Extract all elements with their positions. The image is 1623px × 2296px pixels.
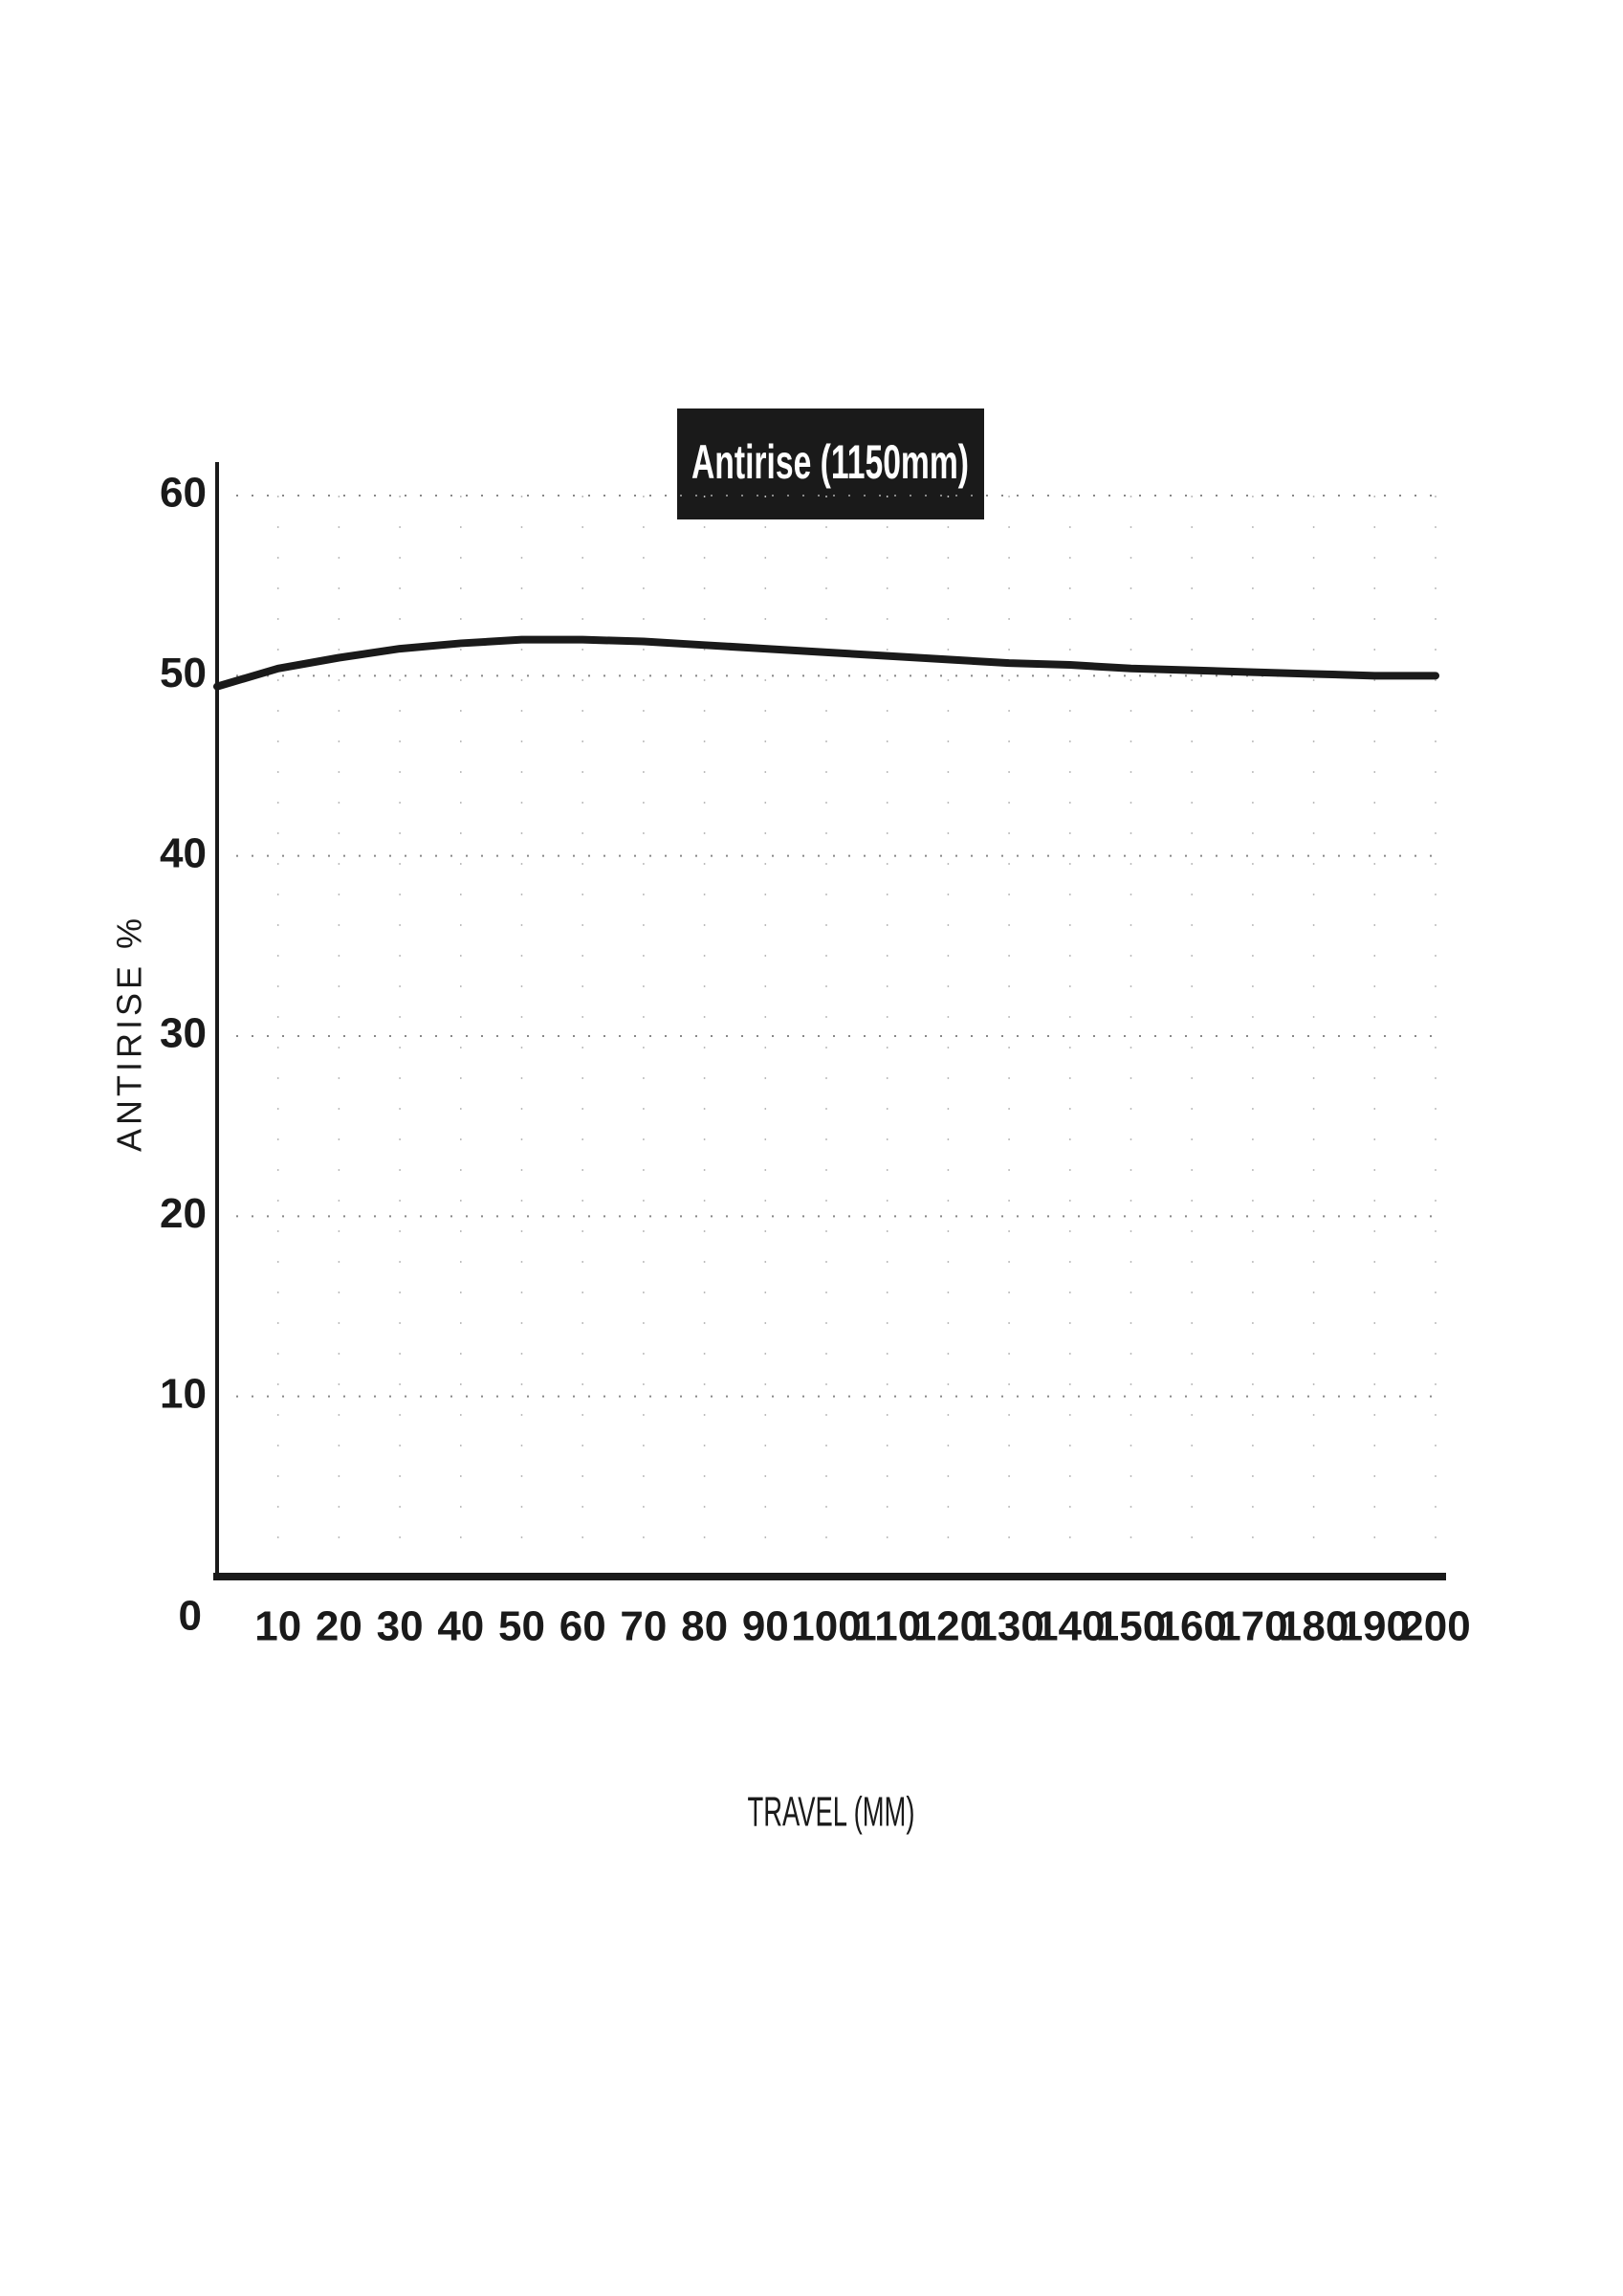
x-tick-label: 200	[1400, 1603, 1470, 1650]
x-tick-label: 40	[437, 1603, 484, 1650]
x-tick-label: 190	[1340, 1603, 1410, 1650]
y-tick-label: 0	[179, 1593, 202, 1640]
x-tick-label: 180	[1279, 1603, 1349, 1650]
x-tick-label: 80	[681, 1603, 728, 1650]
x-tick-label: 130	[974, 1603, 1043, 1650]
x-tick-label: 170	[1217, 1603, 1287, 1650]
x-tick-label: 10	[254, 1603, 301, 1650]
x-tick-label: 50	[498, 1603, 545, 1650]
x-tick-label: 70	[620, 1603, 667, 1650]
x-axis-label: TRAVEL (MM)	[748, 1789, 915, 1836]
y-tick-label: 40	[160, 829, 207, 876]
x-tick-label: 30	[377, 1603, 424, 1650]
y-tick-label: 10	[160, 1370, 207, 1417]
x-tick-label: 20	[316, 1603, 362, 1650]
x-tick-label: 120	[913, 1603, 983, 1650]
x-tick-label: 60	[559, 1603, 606, 1650]
x-tick-label: 110	[853, 1603, 921, 1650]
x-tick-label: 150	[1096, 1603, 1166, 1650]
x-tick-label: 90	[742, 1603, 789, 1650]
data-line	[213, 635, 1439, 691]
chart-title: Antirise (1150mm)	[691, 435, 969, 489]
y-tick-label: 20	[160, 1190, 207, 1237]
y-axis-label: ANTIRISE %	[110, 915, 149, 1152]
x-tick-label: 160	[1156, 1603, 1226, 1650]
x-tick-label: 140	[1035, 1603, 1105, 1650]
y-tick-label: 30	[160, 1010, 207, 1057]
y-tick-label: 60	[160, 470, 207, 517]
x-tick-label: 100	[791, 1603, 861, 1650]
y-tick-label: 50	[160, 650, 207, 696]
title-box	[677, 408, 984, 519]
